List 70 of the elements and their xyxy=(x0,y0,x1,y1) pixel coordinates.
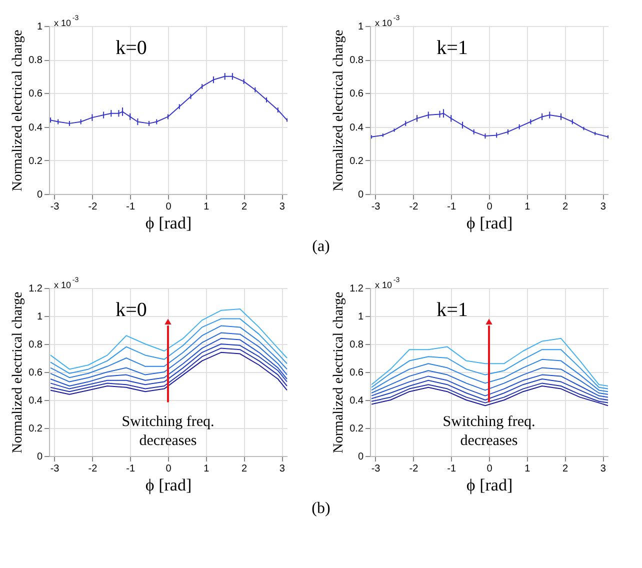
y-tick-label: 0.2 xyxy=(350,156,364,167)
x-axis-title: ϕ [rad] xyxy=(145,476,192,494)
y-tick-label: 0.2 xyxy=(28,156,43,167)
y-tick-label: 0.2 xyxy=(28,424,43,434)
y-tick-label: 0.4 xyxy=(28,122,43,134)
x-tick-label: -2 xyxy=(88,464,98,474)
y-tick-label: 1 xyxy=(358,312,364,322)
y-tick-label: 0.8 xyxy=(28,340,43,350)
annotation: Switching freq. decreases xyxy=(122,414,214,450)
x-axis-title: ϕ [rad] xyxy=(466,476,513,494)
x-tick-label: 1 xyxy=(524,464,531,474)
x-tick-label: 0 xyxy=(486,202,493,212)
y-tick-label: 0.4 xyxy=(350,122,364,134)
y-tick-label: 1.2 xyxy=(28,284,43,294)
y-tick-label: 1.2 xyxy=(350,284,364,294)
y-tick-label: 0.8 xyxy=(28,55,43,66)
x-tick-label: 2 xyxy=(562,464,569,474)
x-tick-label: 3 xyxy=(279,464,286,474)
annotation: Switching freq. decreases xyxy=(442,414,536,450)
y-axis-title: Normalized electrical charge xyxy=(332,292,347,454)
x-tick-label: -1 xyxy=(126,464,136,474)
x-tick-label: 2 xyxy=(242,464,248,474)
x-axis-title: ϕ [rad] xyxy=(466,214,513,232)
x-tick-label: 0 xyxy=(486,464,493,474)
text: k=1 xyxy=(436,37,468,59)
y-tick-label: 0.2 xyxy=(350,424,364,434)
x-tick-label: -1 xyxy=(447,202,456,212)
y-axis-title: Normalized electrical charge xyxy=(10,30,26,192)
y-tick-label: 1 xyxy=(36,312,43,322)
y-tick-label: 0.6 xyxy=(350,368,364,378)
y-tick-label: 1 xyxy=(36,22,43,32)
x-tick-label: -3 xyxy=(50,464,60,474)
text: k=0 xyxy=(116,37,147,59)
y-axis-title: Normalized electrical charge xyxy=(10,292,26,454)
y-tick-label: 0.6 xyxy=(350,88,364,100)
x-tick-label: 3 xyxy=(600,202,606,212)
y-tick-label: 1 xyxy=(358,22,364,32)
x-tick-label: 2 xyxy=(562,202,569,212)
x-tick-label: 3 xyxy=(600,464,606,474)
y-axis-title: Normalized electrical charge xyxy=(332,30,347,192)
y-tick-label: 0 xyxy=(358,452,364,462)
text: k=1 xyxy=(436,299,468,321)
y-tick-label: 0.8 xyxy=(350,340,364,350)
x-tick-label: -2 xyxy=(409,202,419,212)
x-tick-label: -3 xyxy=(50,202,60,212)
x-tick-label: -1 xyxy=(447,464,456,474)
y-tick-label: 0.4 xyxy=(28,396,43,406)
x-tick-label: 3 xyxy=(279,202,286,212)
x-tick-label: -3 xyxy=(371,464,381,474)
x-tick-label: -2 xyxy=(409,464,419,474)
y-tick-label: 0.6 xyxy=(28,368,43,378)
y-tick-label: 0.6 xyxy=(28,88,43,100)
y-tick-label: 0 xyxy=(358,190,364,200)
x-tick-label: 1 xyxy=(524,202,531,212)
x-tick-label: -1 xyxy=(126,202,136,212)
y-tick-label: 0 xyxy=(36,452,43,462)
x-tick-label: 1 xyxy=(204,464,210,474)
x-tick-label: 0 xyxy=(166,202,172,212)
text: k=0 xyxy=(116,299,147,321)
x-tick-label: 1 xyxy=(204,202,210,212)
text: (a) xyxy=(311,237,331,257)
x-tick-label: -3 xyxy=(371,202,381,212)
y-tick-label: 0.8 xyxy=(350,55,364,66)
x-tick-label: 2 xyxy=(242,202,248,212)
x-axis-title: ϕ [rad] xyxy=(145,214,192,232)
x-tick-label: -2 xyxy=(88,202,98,212)
y-tick-label: 0.4 xyxy=(350,396,364,406)
y-tick-label: 0 xyxy=(36,190,43,200)
text: (b) xyxy=(310,499,332,519)
x-tick-label: 0 xyxy=(166,464,172,474)
